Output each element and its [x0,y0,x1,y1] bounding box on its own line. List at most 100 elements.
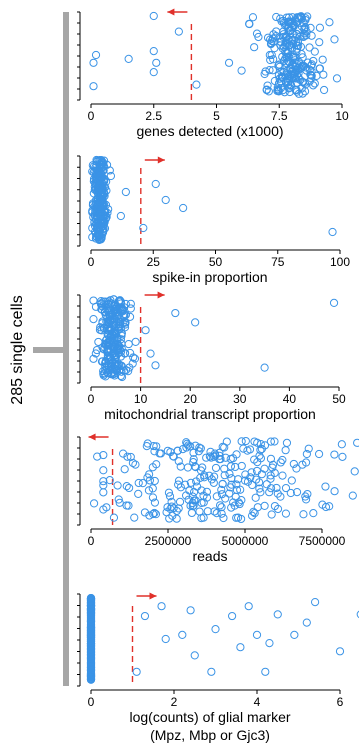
data-point [244,602,253,611]
data-point [286,488,295,498]
data-point [251,493,260,502]
data-point [236,643,245,652]
data-point [265,66,274,75]
data-point [302,27,311,36]
data-point [181,491,191,500]
data-point [148,493,158,502]
data-point [284,53,293,62]
data-point [182,439,192,448]
data-point [275,62,284,72]
data-point [132,667,141,676]
x-tick-label: 2500000 [145,534,192,548]
data-point [86,613,96,622]
data-point [300,31,309,40]
data-point [255,478,264,487]
data-point [289,69,299,79]
data-point [176,462,185,471]
data-point [155,449,164,458]
data-point [268,463,277,472]
data-point [272,27,281,36]
data-point [315,64,324,73]
data-point [161,195,170,205]
data-point [98,166,107,176]
data-point [89,58,98,67]
data-point [256,445,265,455]
data-point [283,18,293,27]
x-tick-label: 5000000 [222,534,269,548]
data-point [192,80,201,89]
data-point [111,341,120,350]
data-point [217,509,226,518]
data-point [164,488,174,497]
data-point [99,450,108,460]
data-point [263,81,272,90]
data-point [86,616,96,626]
data-point [93,184,102,193]
data-point [113,305,122,314]
x-tick-label: 0 [88,392,95,406]
data-point [235,499,244,509]
data-point [186,478,196,487]
data-point [118,449,128,458]
data-point [116,371,125,381]
data-point [275,74,284,83]
data-point [117,372,127,382]
data-point [188,492,197,501]
data-point [218,479,227,488]
data-point [113,481,122,490]
data-point [207,475,216,484]
data-point [116,318,125,327]
data-point [217,490,227,499]
data-point [325,18,334,27]
data-point [305,65,314,74]
data-point [121,348,130,358]
data-point [356,610,359,619]
data-point [330,487,339,496]
data-point [294,89,304,98]
data-point [166,504,175,514]
data-point [152,58,161,67]
data-point [288,35,297,45]
threshold-arrow-head [88,433,96,441]
data-point [134,478,143,488]
data-point [139,223,148,233]
panel-2: 0 25 50 75 100 spike-in proportion [77,155,350,285]
data-point [315,38,324,47]
x-tick-label: 100 [330,255,350,269]
data-point [278,455,287,465]
data-point [128,458,138,468]
data-point [292,47,301,56]
x-tick-label: 10 [134,392,148,406]
x-tick-label: 5 [213,109,220,123]
data-point [309,56,318,66]
panel-4: 0 2500000 5000000 7500000 reads [77,433,359,564]
data-point [207,667,216,676]
data-point [197,486,206,495]
data-point [184,441,193,450]
data-point [245,19,254,29]
data-point [92,155,101,165]
data-point [243,477,253,486]
data-point [89,213,98,222]
data-point [202,453,211,462]
data-point [130,513,139,522]
data-point [203,507,212,516]
data-point [86,596,96,605]
data-point [270,501,280,511]
data-point [231,492,240,501]
data-point [252,475,261,484]
data-point [165,492,175,501]
data-point [234,513,243,522]
data-point [321,482,330,491]
data-point [86,641,96,650]
x-tick-label: 0 [88,109,95,123]
data-point [299,510,308,519]
data-point [109,513,119,522]
data-point [124,339,133,349]
data-point [174,504,183,513]
data-point [102,213,111,222]
data-point [192,477,201,486]
data-point [89,82,98,91]
data-point [124,54,133,64]
x-axis-label: genes detected (x1000) [136,123,283,139]
